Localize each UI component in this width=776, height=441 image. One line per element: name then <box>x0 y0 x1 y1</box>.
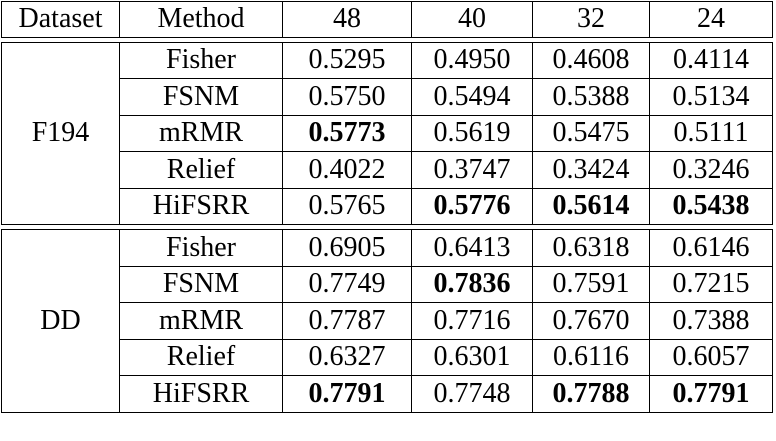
value-cell: 0.7787 <box>283 303 412 340</box>
value-cell: 0.7215 <box>650 266 773 303</box>
group-separator <box>1 225 773 230</box>
value-cell: 0.6116 <box>533 339 650 376</box>
method-cell: mRMR <box>120 303 283 340</box>
dataset-cell: F194 <box>1 42 120 225</box>
value-cell: 0.5773 <box>283 115 412 152</box>
dataset-group: DD Fisher 0.6905 0.6413 0.6318 0.6146 FSNM 0.77… <box>1 230 773 413</box>
value-cell: 0.6413 <box>412 230 533 267</box>
method-cell: FSNM <box>120 266 283 303</box>
value-cell: 0.5295 <box>283 42 412 79</box>
value-cell: 0.5614 <box>533 188 650 225</box>
table-row: Fisher 0.5295 0.4950 0.4608 0.4114 <box>120 42 773 79</box>
value-cell: 0.7749 <box>283 266 412 303</box>
table-row: FSNM 0.5750 0.5494 0.5388 0.5134 <box>120 79 773 116</box>
value-cell: 0.6905 <box>283 230 412 267</box>
table-row: Fisher 0.6905 0.6413 0.6318 0.6146 <box>120 230 773 267</box>
header-row: Dataset Method 48 40 32 24 <box>1 1 773 38</box>
value-cell: 0.7748 <box>412 376 533 413</box>
table-row: mRMR 0.7787 0.7716 0.7670 0.7388 <box>120 303 773 340</box>
value-cell: 0.5619 <box>412 115 533 152</box>
value-cell: 0.7591 <box>533 266 650 303</box>
value-cell: 0.5750 <box>283 79 412 116</box>
value-cell: 0.7791 <box>650 376 773 413</box>
value-cell: 0.3246 <box>650 152 773 189</box>
value-cell: 0.5134 <box>650 79 773 116</box>
header-dataset: Dataset <box>1 1 120 38</box>
value-cell: 0.7670 <box>533 303 650 340</box>
value-cell: 0.5111 <box>650 115 773 152</box>
method-cell: Fisher <box>120 42 283 79</box>
method-cell: Fisher <box>120 230 283 267</box>
value-cell: 0.6318 <box>533 230 650 267</box>
value-cell: 0.5765 <box>283 188 412 225</box>
value-cell: 0.7788 <box>533 376 650 413</box>
dataset-cell: DD <box>1 230 120 413</box>
header-method: Method <box>120 1 283 38</box>
table-row: Relief 0.6327 0.6301 0.6116 0.6057 <box>120 339 773 376</box>
value-cell: 0.3747 <box>412 152 533 189</box>
value-cell: 0.4114 <box>650 42 773 79</box>
value-cell: 0.6301 <box>412 339 533 376</box>
value-cell: 0.6057 <box>650 339 773 376</box>
value-cell: 0.4608 <box>533 42 650 79</box>
value-cell: 0.4950 <box>412 42 533 79</box>
value-cell: 0.7836 <box>412 266 533 303</box>
value-cell: 0.5776 <box>412 188 533 225</box>
method-cell: FSNM <box>120 79 283 116</box>
method-cell: HiFSRR <box>120 376 283 413</box>
method-cell: mRMR <box>120 115 283 152</box>
header-24: 24 <box>650 1 773 38</box>
table-row: HiFSRR 0.5765 0.5776 0.5614 0.5438 <box>120 188 773 225</box>
value-cell: 0.6327 <box>283 339 412 376</box>
value-cell: 0.5388 <box>533 79 650 116</box>
value-cell: 0.7388 <box>650 303 773 340</box>
method-cell: Relief <box>120 152 283 189</box>
value-cell: 0.5438 <box>650 188 773 225</box>
header-40: 40 <box>412 1 533 38</box>
dataset-group: F194 Fisher 0.5295 0.4950 0.4608 0.4114 FSNM 0.… <box>1 42 773 225</box>
header-32: 32 <box>533 1 650 38</box>
table-row: FSNM 0.7749 0.7836 0.7591 0.7215 <box>120 266 773 303</box>
value-cell: 0.7716 <box>412 303 533 340</box>
group-separator <box>1 38 773 43</box>
header-48: 48 <box>283 1 412 38</box>
table-row: HiFSRR 0.7791 0.7748 0.7788 0.7791 <box>120 376 773 413</box>
method-cell: HiFSRR <box>120 188 283 225</box>
value-cell: 0.6146 <box>650 230 773 267</box>
value-cell: 0.7791 <box>283 376 412 413</box>
value-cell: 0.3424 <box>533 152 650 189</box>
table-row: Relief 0.4022 0.3747 0.3424 0.3246 <box>120 152 773 189</box>
table-row: mRMR 0.5773 0.5619 0.5475 0.5111 <box>120 115 773 152</box>
results-table: Dataset Method 48 40 32 24 F194 Fisher 0.5… <box>1 1 773 413</box>
table-body: F194 Fisher 0.5295 0.4950 0.4608 0.4114 FSNM 0.… <box>1 38 773 413</box>
method-cell: Relief <box>120 339 283 376</box>
value-cell: 0.4022 <box>283 152 412 189</box>
value-cell: 0.5475 <box>533 115 650 152</box>
value-cell: 0.5494 <box>412 79 533 116</box>
